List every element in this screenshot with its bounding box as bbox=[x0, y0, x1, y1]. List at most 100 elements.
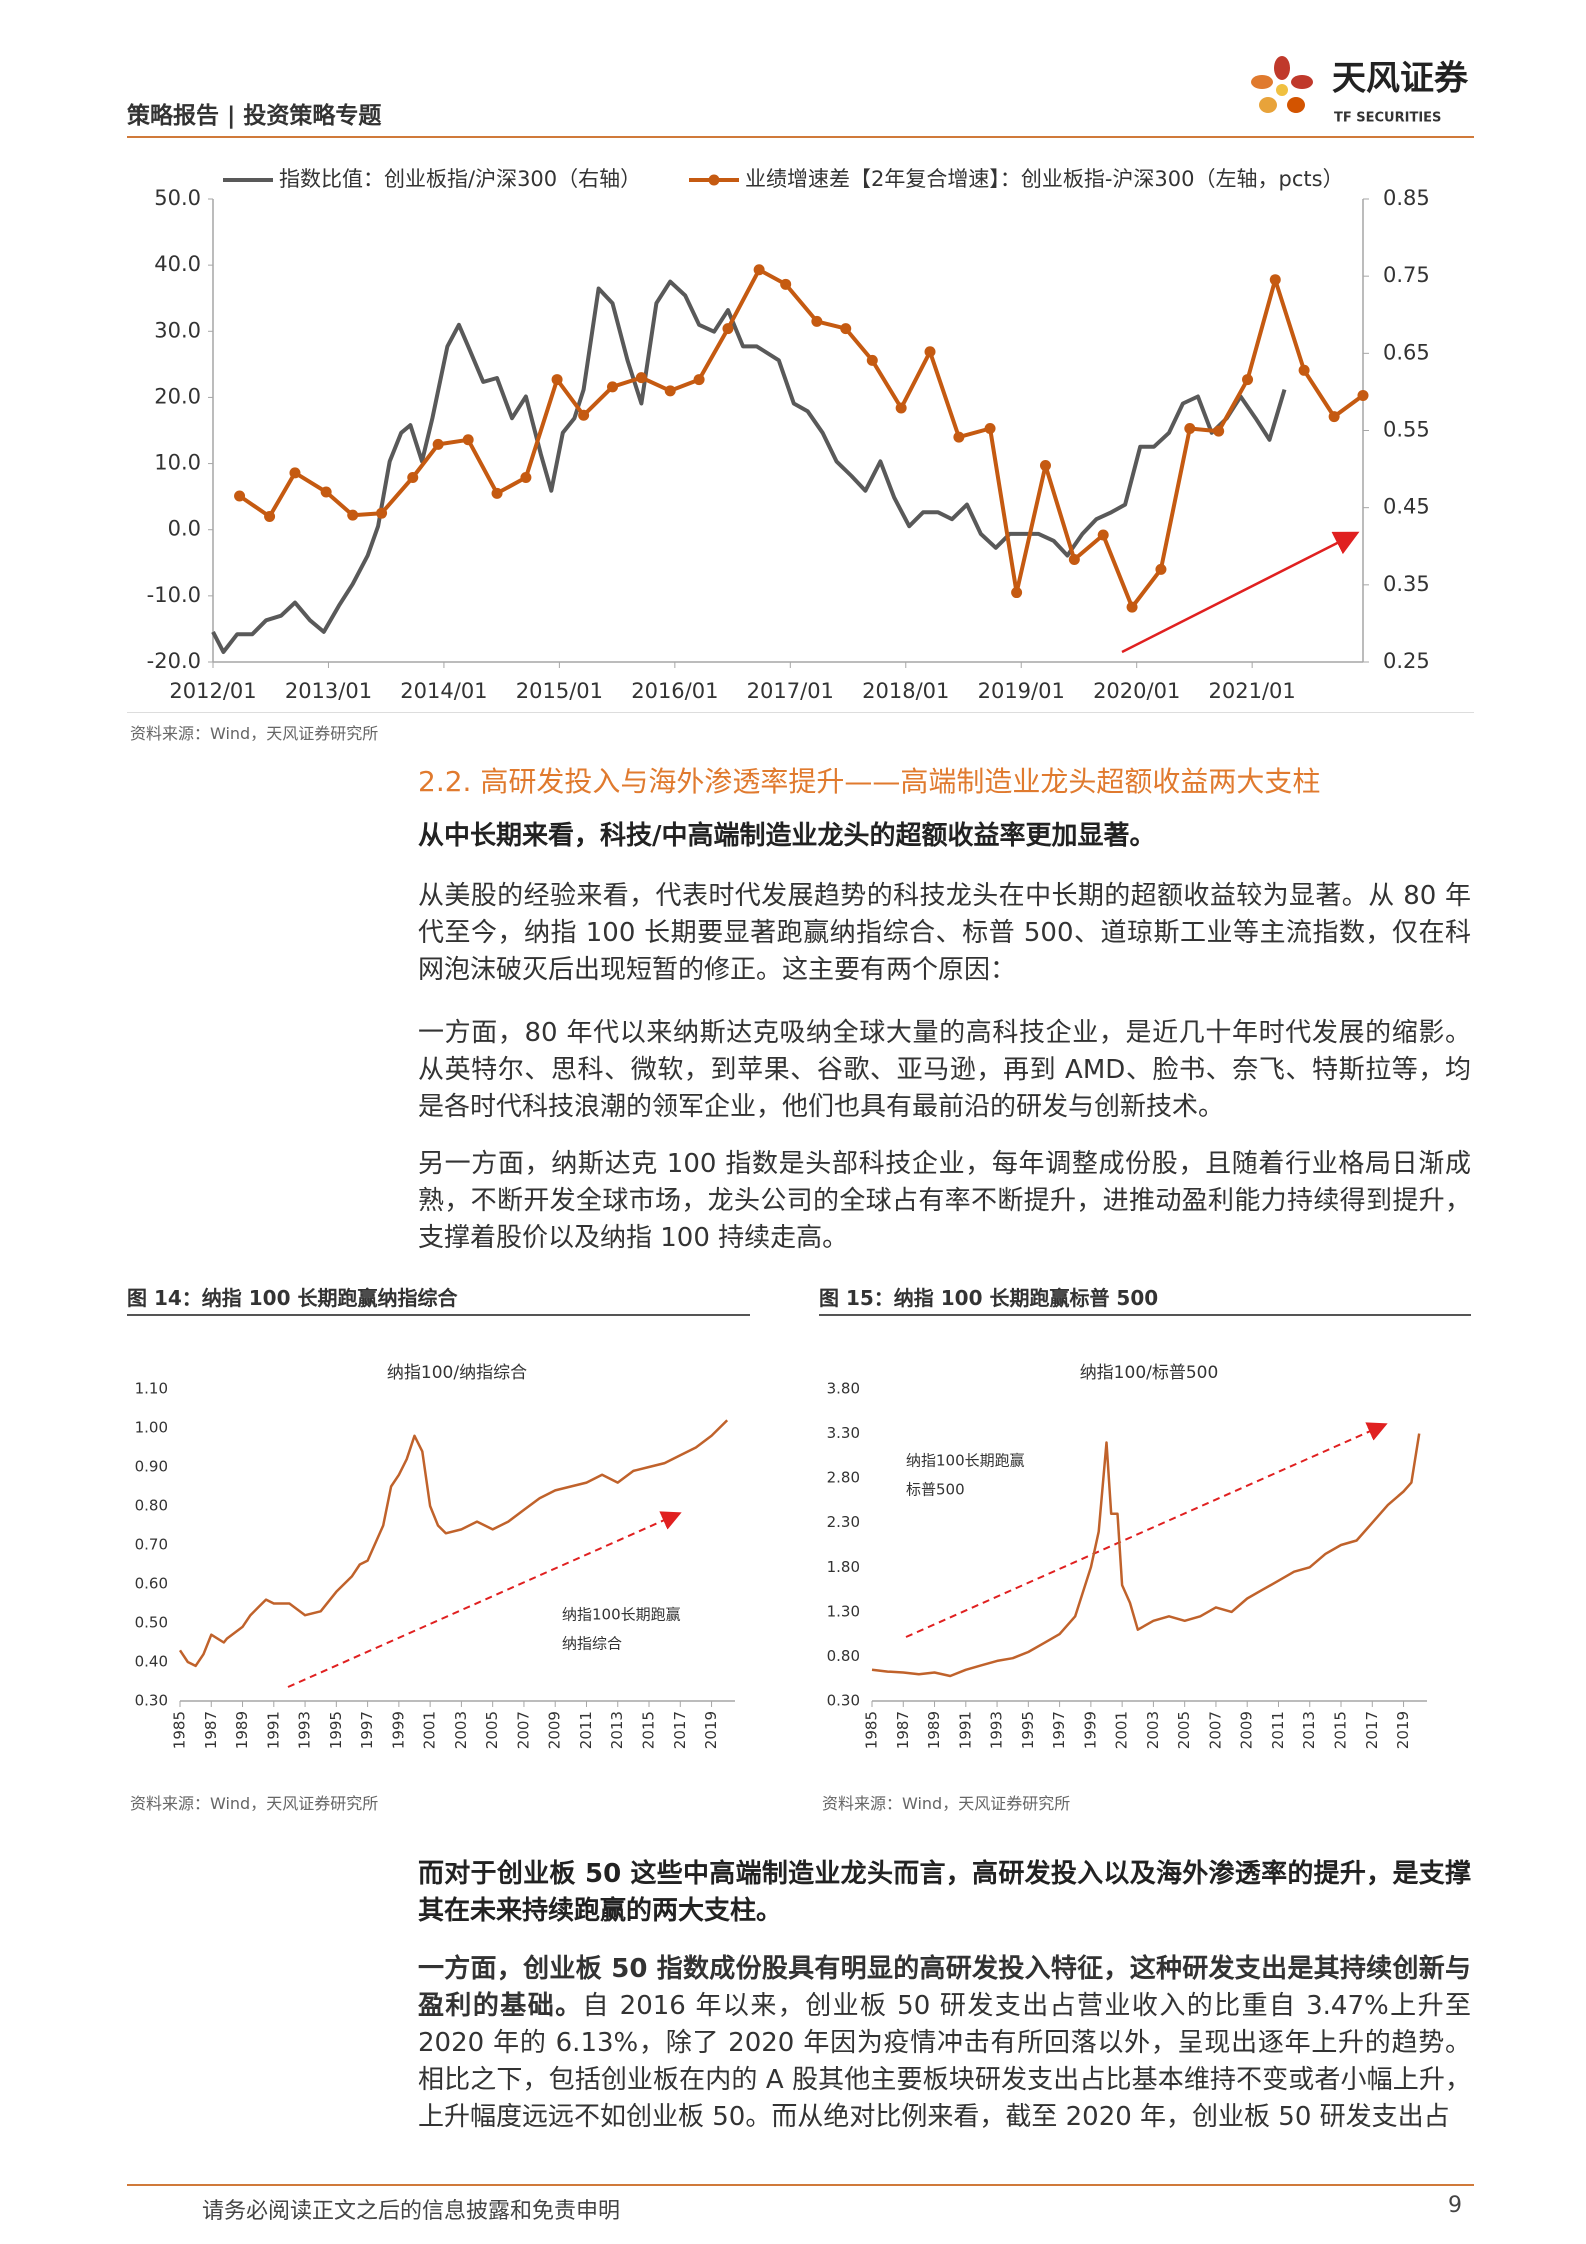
logo-petal bbox=[1291, 75, 1313, 89]
x-tick-label: 2011 bbox=[1269, 1711, 1287, 1749]
x-tick-label: 2012/01 bbox=[169, 679, 256, 703]
x-tick-label: 2001 bbox=[1113, 1711, 1131, 1749]
annotation: 纳指100长期跑赢 bbox=[562, 1606, 681, 1624]
point bbox=[664, 385, 676, 397]
point bbox=[953, 431, 965, 443]
chart: 0.30 0.80 1.30 1.80 2.30 2.80 3.30 3.80 1985 1987… bbox=[827, 1363, 1427, 1749]
x-tick-label: 1997 bbox=[358, 1711, 376, 1749]
y-tick-label: 40.0 bbox=[154, 252, 201, 276]
lead: 从中长期来看，科技/中高端制造业龙头的超额收益率更加显著。 bbox=[418, 821, 1156, 851]
logo-petal bbox=[1251, 75, 1273, 89]
x-tick-label: 2009 bbox=[546, 1711, 564, 1749]
point bbox=[289, 467, 301, 479]
header-rule bbox=[127, 136, 1474, 138]
y-tick-label: 10.0 bbox=[154, 451, 201, 475]
point bbox=[635, 372, 647, 384]
x-tick-label: 2014/01 bbox=[400, 679, 487, 703]
series-line bbox=[238, 267, 1365, 610]
point bbox=[551, 374, 563, 386]
x-tick-label: 2021/01 bbox=[1209, 679, 1296, 703]
y-tick-label: 2.30 bbox=[827, 1513, 860, 1531]
series-line bbox=[211, 279, 1287, 654]
point bbox=[693, 374, 705, 386]
logo-center bbox=[1276, 84, 1288, 96]
logo-en: TF SECURITIES bbox=[1334, 111, 1441, 126]
point bbox=[780, 278, 792, 290]
logo-petal bbox=[1259, 97, 1277, 113]
x-tick-label: 2017 bbox=[671, 1711, 689, 1749]
point bbox=[722, 323, 734, 335]
text: 自 2016 年以来，创业板 50 研发支出占营业收入的比重自 3.47%上升至… bbox=[418, 1991, 1471, 2132]
point bbox=[407, 471, 419, 483]
x-tick-label: 2005 bbox=[1175, 1711, 1193, 1749]
x-tick-label: 2003 bbox=[1144, 1711, 1162, 1749]
series-line bbox=[178, 1419, 729, 1668]
logo-cn: 天风证券 bbox=[1332, 59, 1469, 99]
x-tick-label: 2007 bbox=[1206, 1711, 1224, 1749]
figure-caption: 图 14：纳指 100 长期跑赢纳指综合 bbox=[127, 1282, 750, 1316]
point bbox=[1126, 601, 1138, 613]
y2-tick-label: 0.85 bbox=[1383, 186, 1430, 210]
trend-arrow bbox=[287, 1511, 682, 1688]
x-tick-label: 1991 bbox=[956, 1711, 974, 1749]
y2-tick-label: 0.25 bbox=[1383, 649, 1430, 673]
figure-caption: 图 15：纳指 100 长期跑赢标普 500 bbox=[819, 1282, 1471, 1316]
x-tick-label: 1997 bbox=[1050, 1711, 1068, 1749]
y-tick-label: 1.30 bbox=[827, 1602, 860, 1620]
point bbox=[1011, 587, 1023, 599]
y-tick-label: -10.0 bbox=[147, 583, 201, 607]
x-tick-label: 2005 bbox=[483, 1711, 501, 1749]
y-tick-label: 3.80 bbox=[827, 1380, 860, 1398]
y-tick-label: 0.90 bbox=[135, 1458, 168, 1476]
logo-petal bbox=[1274, 56, 1290, 80]
point bbox=[866, 354, 878, 366]
x-tick-label: 2019/01 bbox=[978, 679, 1065, 703]
x-tick-label: 2013/01 bbox=[285, 679, 372, 703]
x-tick-label: 2015 bbox=[1332, 1711, 1350, 1749]
point bbox=[1097, 529, 1109, 541]
point bbox=[347, 509, 359, 521]
lead: 而对于创业板 50 这些中高端制造业龙头而言，高研发投入以及海外渗透率的提升，是… bbox=[418, 1859, 1471, 1926]
x-tick-label: 2019 bbox=[1394, 1711, 1412, 1749]
point bbox=[320, 486, 332, 498]
point bbox=[1068, 553, 1080, 565]
y-tick-label: 1.10 bbox=[135, 1380, 168, 1398]
x-tick-label: 2016/01 bbox=[631, 679, 718, 703]
paragraph: 从美股的经验来看，代表时代发展趋势的科技龙头在中长期的超额收益较为显著。从 80… bbox=[418, 881, 1471, 985]
x-tick-label: 2018/01 bbox=[862, 679, 949, 703]
point bbox=[606, 381, 618, 393]
annotation: 纳指100长期跑赢 bbox=[906, 1452, 1025, 1470]
annotation: 标普500 bbox=[906, 1481, 965, 1499]
y-tick-label: 2.80 bbox=[827, 1469, 860, 1487]
trend-arrow bbox=[1121, 531, 1360, 654]
y-tick-label: 20.0 bbox=[154, 384, 201, 408]
paragraph: 另一方面，纳斯达克 100 指数是头部科技企业，每年调整成份股，且随着行业格局日… bbox=[418, 1149, 1471, 1253]
x-tick-label: 1993 bbox=[988, 1711, 1006, 1749]
x-tick-label: 2019 bbox=[702, 1711, 720, 1749]
y-tick-label: 0.50 bbox=[135, 1614, 168, 1632]
x-tick-label: 2015 bbox=[640, 1711, 658, 1749]
point bbox=[462, 434, 474, 446]
x-tick-label: 2013 bbox=[1300, 1711, 1318, 1749]
y-tick-label: 0.30 bbox=[135, 1692, 168, 1710]
source: 资料来源：Wind，天风证券研究所 bbox=[130, 1794, 379, 1813]
x-tick-label: 1991 bbox=[264, 1711, 282, 1749]
footer-rule bbox=[127, 2184, 1474, 2186]
chart-title: 纳指100/纳指综合 bbox=[387, 1363, 527, 1383]
point bbox=[753, 264, 765, 276]
point bbox=[491, 487, 503, 499]
x-tick-label: 1995 bbox=[1019, 1711, 1037, 1749]
point bbox=[376, 507, 388, 519]
point bbox=[984, 423, 996, 435]
point bbox=[895, 402, 907, 414]
x-tick-label: 2003 bbox=[452, 1711, 470, 1749]
point bbox=[1039, 460, 1051, 472]
section-heading: 2.2. 高研发投入与海外渗透率提升——高端制造业龙头超额收益两大支柱 bbox=[418, 765, 1321, 798]
x-tick-label: 2009 bbox=[1238, 1711, 1256, 1749]
y-tick-label: 3.30 bbox=[827, 1424, 860, 1442]
chart: -20.0 -10.0 0.0 10.0 20.0 30.0 40.0 50.0 0.25 0.3… bbox=[147, 167, 1430, 703]
y2-tick-label: 0.45 bbox=[1383, 495, 1430, 519]
y2-tick-label: 0.65 bbox=[1383, 340, 1430, 364]
y-tick-label: 0.80 bbox=[827, 1647, 860, 1665]
y-tick-label: -20.0 bbox=[147, 649, 201, 673]
